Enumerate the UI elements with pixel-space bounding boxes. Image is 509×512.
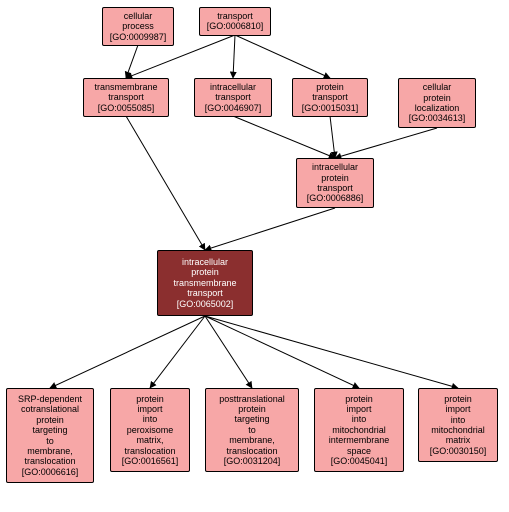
graph-node-n1: transport[GO:0006810]: [199, 7, 271, 36]
node-label-line: mitochondrial: [332, 425, 386, 435]
graph-node-n4: proteintransport[GO:0015031]: [292, 78, 368, 117]
node-label-line: transmembrane: [94, 82, 157, 92]
node-label-line: import: [137, 404, 162, 414]
graph-edge: [150, 316, 205, 388]
graph-node-n12: proteinimportintomitochondrialmatrix[GO:…: [418, 388, 498, 462]
node-label-line: matrix: [446, 435, 471, 445]
graph-node-n10: posttranslationalproteintargetingtomembr…: [205, 388, 299, 472]
node-label-line: transport: [317, 183, 353, 193]
node-label-line: protein: [238, 404, 266, 414]
node-label-line: protein: [444, 394, 472, 404]
node-label-line: intracellular: [312, 162, 358, 172]
node-label-line: [GO:0015031]: [302, 103, 359, 113]
node-label-line: transport: [312, 92, 348, 102]
graph-node-n3: intracellulartransport[GO:0046907]: [194, 78, 272, 117]
node-label-line: [GO:0006886]: [307, 193, 364, 203]
node-label-line: protein: [136, 394, 164, 404]
node-label-line: cellular: [124, 11, 153, 21]
graph-node-n0: cellularprocess[GO:0009987]: [102, 7, 174, 46]
node-label-line: import: [445, 404, 470, 414]
graph-edge: [205, 316, 252, 388]
node-label-line: translocation: [124, 446, 175, 456]
node-label-line: matrix,: [137, 435, 164, 445]
node-label-line: [GO:0045041]: [331, 456, 388, 466]
node-label-line: to: [248, 425, 256, 435]
node-label-line: [GO:0046907]: [205, 103, 262, 113]
node-label-line: transport: [187, 288, 223, 298]
graph-edge: [330, 116, 335, 158]
node-label-line: intracellular: [182, 257, 228, 267]
node-label-line: protein: [316, 82, 344, 92]
node-label-line: into: [143, 414, 158, 424]
node-label-line: [GO:0016561]: [122, 456, 179, 466]
node-label-line: [GO:0009987]: [110, 32, 167, 42]
graph-node-n7: intracellularproteintransmembranetranspo…: [157, 250, 253, 316]
node-label-line: transport: [215, 92, 251, 102]
node-label-line: space: [347, 446, 371, 456]
graph-edge: [233, 116, 335, 158]
node-label-line: transport: [108, 92, 144, 102]
node-label-line: protein: [345, 394, 373, 404]
node-label-line: translocation: [24, 456, 75, 466]
node-label-line: into: [352, 414, 367, 424]
node-label-line: localization: [415, 103, 460, 113]
node-label-line: [GO:0030150]: [430, 446, 487, 456]
node-label-line: protein: [321, 173, 349, 183]
graph-edge: [205, 316, 458, 388]
node-label-line: import: [346, 404, 371, 414]
node-label-line: [GO:0055085]: [98, 103, 155, 113]
node-label-line: [GO:0065002]: [177, 299, 234, 309]
node-label-line: targeting: [234, 414, 269, 424]
graph-edge: [126, 45, 138, 78]
node-label-line: targeting: [32, 425, 67, 435]
node-label-line: [GO:0006616]: [22, 467, 79, 477]
graph-edge: [335, 128, 437, 158]
graph-edge: [205, 208, 335, 250]
node-label-line: protein: [423, 93, 451, 103]
node-label-line: [GO:0031204]: [224, 456, 281, 466]
graph-node-n11: proteinimportintomitochondrialintermembr…: [314, 388, 404, 472]
graph-edge: [50, 316, 205, 388]
node-label-line: [GO:0006810]: [207, 21, 264, 31]
node-label-line: mitochondrial: [431, 425, 485, 435]
node-label-line: peroxisome: [127, 425, 174, 435]
node-label-line: [GO:0034613]: [409, 113, 466, 123]
graph-edge: [126, 116, 205, 250]
graph-edge: [205, 316, 359, 388]
node-label-line: intracellular: [210, 82, 256, 92]
graph-edge: [233, 35, 235, 78]
node-label-line: transport: [217, 11, 253, 21]
graph-node-n6: intracellularproteintransport[GO:0006886…: [296, 158, 374, 208]
node-label-line: to: [46, 436, 54, 446]
node-label-line: membrane,: [229, 435, 275, 445]
node-label-line: cotranslational: [21, 404, 79, 414]
graph-edge: [235, 35, 330, 78]
graph-node-n2: transmembranetransport[GO:0055085]: [83, 78, 169, 117]
graph-node-n9: proteinimportintoperoxisomematrix,transl…: [110, 388, 190, 472]
node-label-line: transmembrane: [173, 278, 236, 288]
node-label-line: cellular: [423, 82, 452, 92]
node-label-line: into: [451, 415, 466, 425]
node-label-line: protein: [36, 415, 64, 425]
node-label-line: membrane,: [27, 446, 73, 456]
graph-node-n5: cellularproteinlocalization[GO:0034613]: [398, 78, 476, 128]
node-label-line: intermembrane: [329, 435, 390, 445]
node-label-line: posttranslational: [219, 394, 285, 404]
node-label-line: translocation: [226, 446, 277, 456]
graph-node-n8: SRP-dependentcotranslationalproteintarge…: [6, 388, 94, 483]
node-label-line: process: [122, 21, 154, 31]
node-label-line: protein: [191, 267, 219, 277]
node-label-line: SRP-dependent: [18, 394, 82, 404]
